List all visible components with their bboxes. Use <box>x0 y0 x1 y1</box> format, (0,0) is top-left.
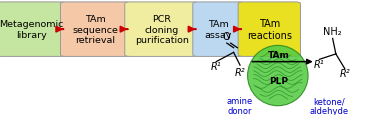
Text: Metagenomic
library: Metagenomic library <box>0 20 64 40</box>
Text: R¹: R¹ <box>211 62 222 72</box>
Text: TAm
reactions: TAm reactions <box>247 19 292 41</box>
FancyBboxPatch shape <box>125 3 198 57</box>
FancyBboxPatch shape <box>60 3 130 57</box>
Text: TAm
assay: TAm assay <box>204 20 232 40</box>
Text: TAm
sequence
retrieval: TAm sequence retrieval <box>73 15 118 45</box>
Text: PCR
cloning
purification: PCR cloning purification <box>135 15 189 45</box>
Text: R²: R² <box>339 69 350 79</box>
Ellipse shape <box>248 46 308 106</box>
Text: NH₂: NH₂ <box>323 27 342 37</box>
Text: TAm: TAm <box>268 51 290 60</box>
Text: O: O <box>223 32 231 42</box>
Text: amine
donor: amine donor <box>227 96 253 115</box>
FancyBboxPatch shape <box>193 3 244 57</box>
Text: PLP: PLP <box>269 76 288 85</box>
Text: R¹: R¹ <box>314 59 325 69</box>
FancyBboxPatch shape <box>0 3 66 57</box>
Text: R²: R² <box>235 68 245 77</box>
Text: ketone/
aldehyde: ketone/ aldehyde <box>309 96 349 115</box>
FancyBboxPatch shape <box>238 3 301 57</box>
